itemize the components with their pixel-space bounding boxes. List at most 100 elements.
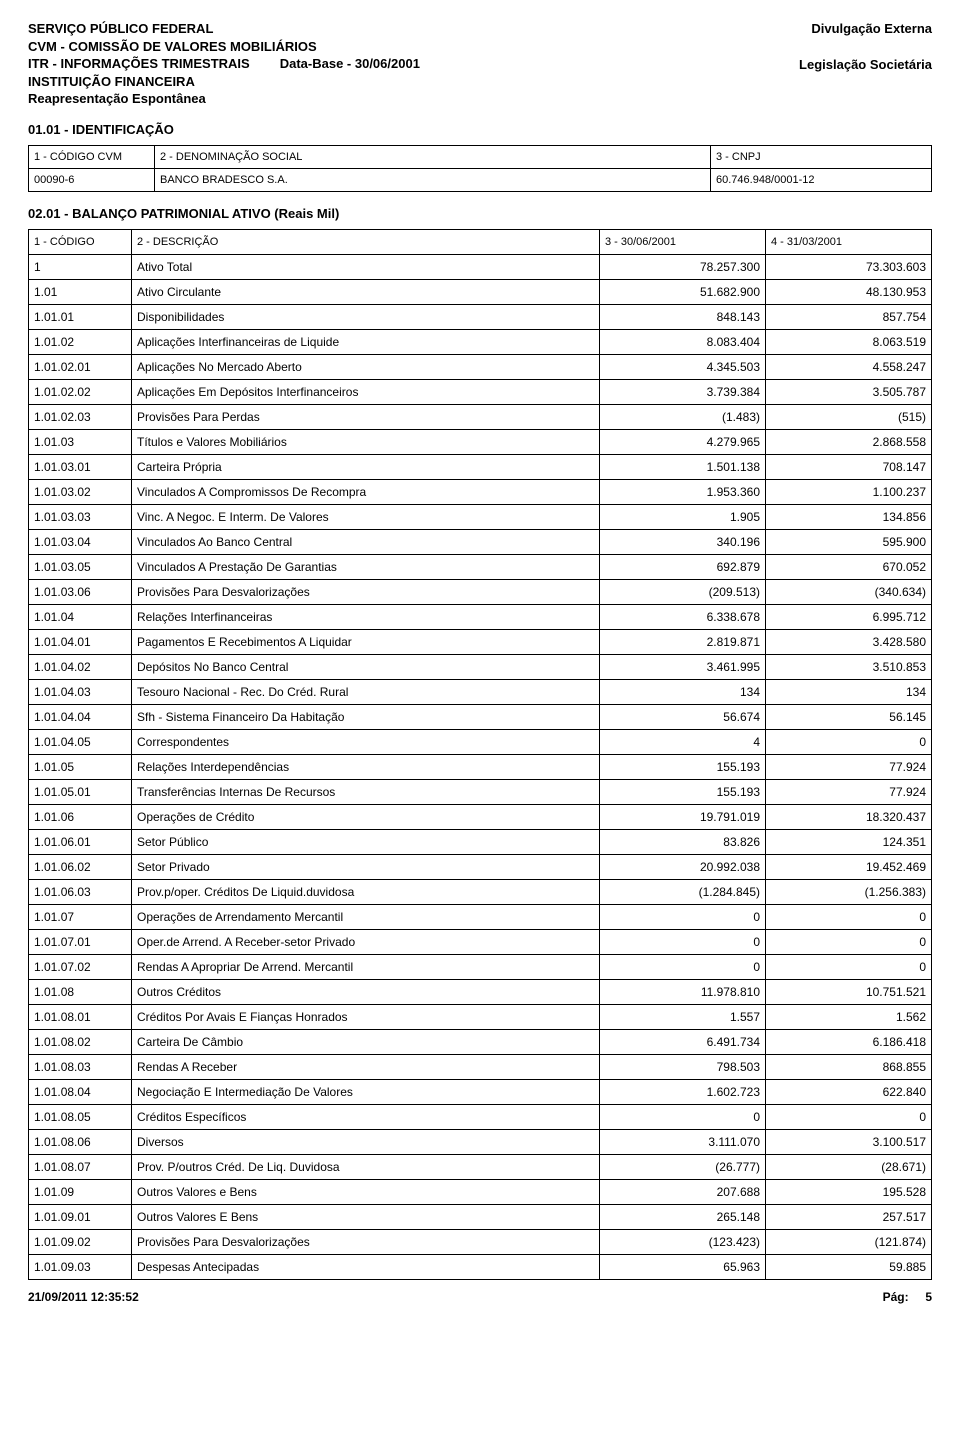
row-value-2: 257.517	[766, 1204, 932, 1229]
row-value-1: 19.791.019	[600, 804, 766, 829]
row-desc: Aplicações No Mercado Aberto	[132, 354, 600, 379]
identification-title: 01.01 - IDENTIFICAÇÃO	[28, 122, 932, 137]
row-desc: Carteira Própria	[132, 454, 600, 479]
row-desc: Prov. P/outros Créd. De Liq. Duvidosa	[132, 1154, 600, 1179]
row-code: 1.01.03	[29, 429, 132, 454]
row-code: 1.01.08.02	[29, 1029, 132, 1054]
table-row: 1.01.08.05Créditos Específicos00	[29, 1104, 932, 1129]
table-row: 1.01.08Outros Créditos11.978.81010.751.5…	[29, 979, 932, 1004]
row-code: 1.01.07.02	[29, 954, 132, 979]
table-row: 1.01.05Relações Interdependências155.193…	[29, 754, 932, 779]
row-value-1: 340.196	[600, 529, 766, 554]
row-value-1: 207.688	[600, 1179, 766, 1204]
table-row: 1.01.07.02Rendas A Apropriar De Arrend. …	[29, 954, 932, 979]
table-row: 1.01.08.03Rendas A Receber798.503868.855	[29, 1054, 932, 1079]
row-value-2: 3.510.853	[766, 654, 932, 679]
row-value-1: 0	[600, 929, 766, 954]
row-desc: Oper.de Arrend. A Receber-setor Privado	[132, 929, 600, 954]
row-code: 1.01.02.02	[29, 379, 132, 404]
table-row: 1.01.04.01Pagamentos E Recebimentos A Li…	[29, 629, 932, 654]
id-col3-label: 3 - CNPJ	[711, 145, 932, 168]
row-value-2: 56.145	[766, 704, 932, 729]
row-value-1: 6.338.678	[600, 604, 766, 629]
row-code: 1.01.07.01	[29, 929, 132, 954]
row-code: 1.01.04.03	[29, 679, 132, 704]
row-value-2: 670.052	[766, 554, 932, 579]
table-row: 1.01.06.02Setor Privado20.992.03819.452.…	[29, 854, 932, 879]
row-code: 1.01.01	[29, 304, 132, 329]
row-desc: Setor Público	[132, 829, 600, 854]
row-code: 1.01.03.03	[29, 504, 132, 529]
row-value-1: (26.777)	[600, 1154, 766, 1179]
table-row: 1.01.03.02Vinculados A Compromissos De R…	[29, 479, 932, 504]
table-row: 1.01.03.03Vinc. A Negoc. E Interm. De Va…	[29, 504, 932, 529]
row-value-1: 155.193	[600, 754, 766, 779]
row-desc: Aplicações Em Depósitos Interfinanceiros	[132, 379, 600, 404]
row-value-1: 8.083.404	[600, 329, 766, 354]
row-code: 1.01.06.03	[29, 879, 132, 904]
row-value-2: 4.558.247	[766, 354, 932, 379]
row-code: 1.01.03.06	[29, 579, 132, 604]
row-code: 1.01.09.02	[29, 1229, 132, 1254]
row-desc: Rendas A Apropriar De Arrend. Mercantil	[132, 954, 600, 979]
table-row: 1.01Ativo Circulante51.682.90048.130.953	[29, 279, 932, 304]
row-value-2: 48.130.953	[766, 279, 932, 304]
table-row: 1.01.04.04Sfh - Sistema Financeiro Da Ha…	[29, 704, 932, 729]
table-row: 1.01.07Operações de Arrendamento Mercant…	[29, 904, 932, 929]
row-value-2: 124.351	[766, 829, 932, 854]
row-value-1: 11.978.810	[600, 979, 766, 1004]
row-value-1: (123.423)	[600, 1229, 766, 1254]
row-code: 1.01.08.01	[29, 1004, 132, 1029]
row-code: 1.01.04	[29, 604, 132, 629]
row-code: 1.01.07	[29, 904, 132, 929]
row-value-2: (121.874)	[766, 1229, 932, 1254]
row-desc: Rendas A Receber	[132, 1054, 600, 1079]
row-value-2: 6.995.712	[766, 604, 932, 629]
row-value-1: 6.491.734	[600, 1029, 766, 1054]
row-value-1: 4.279.965	[600, 429, 766, 454]
row-value-2: 18.320.437	[766, 804, 932, 829]
balance-hdr-v1: 3 - 30/06/2001	[600, 229, 766, 254]
balance-hdr-code: 1 - CÓDIGO	[29, 229, 132, 254]
row-desc: Operações de Crédito	[132, 804, 600, 829]
row-value-1: (209.513)	[600, 579, 766, 604]
row-value-2: 0	[766, 904, 932, 929]
row-desc: Relações Interfinanceiras	[132, 604, 600, 629]
row-desc: Provisões Para Desvalorizações	[132, 1229, 600, 1254]
row-value-2: 77.924	[766, 754, 932, 779]
table-row: 1.01.06.03Prov.p/oper. Créditos De Liqui…	[29, 879, 932, 904]
row-code: 1.01.03.05	[29, 554, 132, 579]
row-value-1: 134	[600, 679, 766, 704]
row-code: 1.01.04.01	[29, 629, 132, 654]
row-code: 1.01.08.05	[29, 1104, 132, 1129]
row-code: 1.01.09.01	[29, 1204, 132, 1229]
footer-page: Pág: 5	[883, 1290, 932, 1304]
table-row: 1.01.08.04Negociação E Intermediação De …	[29, 1079, 932, 1104]
table-row: 1.01.03.06Provisões Para Desvalorizações…	[29, 579, 932, 604]
row-value-1: 83.826	[600, 829, 766, 854]
table-row: 1.01.01Disponibilidades848.143857.754	[29, 304, 932, 329]
row-value-2: 10.751.521	[766, 979, 932, 1004]
row-value-2: 3.100.517	[766, 1129, 932, 1154]
row-code: 1.01.03.02	[29, 479, 132, 504]
row-value-2: 3.505.787	[766, 379, 932, 404]
row-code: 1.01.08.07	[29, 1154, 132, 1179]
page-footer: 21/09/2011 12:35:52 Pág: 5	[0, 1290, 960, 1316]
row-value-1: 1.501.138	[600, 454, 766, 479]
table-row: 1.01.08.06Diversos3.111.0703.100.517	[29, 1129, 932, 1154]
table-row: 1.01.09Outros Valores e Bens207.688195.5…	[29, 1179, 932, 1204]
row-value-2: 0	[766, 929, 932, 954]
row-value-1: 692.879	[600, 554, 766, 579]
row-value-2: 1.562	[766, 1004, 932, 1029]
row-code: 1.01.08	[29, 979, 132, 1004]
row-desc: Aplicações Interfinanceiras de Liquide	[132, 329, 600, 354]
table-row: 1.01.02.03Provisões Para Perdas(1.483)(5…	[29, 404, 932, 429]
row-value-1: 1.557	[600, 1004, 766, 1029]
row-desc: Carteira De Câmbio	[132, 1029, 600, 1054]
row-value-1: 3.739.384	[600, 379, 766, 404]
row-code: 1.01.09.03	[29, 1254, 132, 1279]
row-code: 1	[29, 254, 132, 279]
header-right1: Divulgação Externa	[799, 20, 932, 38]
row-value-2: (1.256.383)	[766, 879, 932, 904]
row-value-1: 0	[600, 904, 766, 929]
